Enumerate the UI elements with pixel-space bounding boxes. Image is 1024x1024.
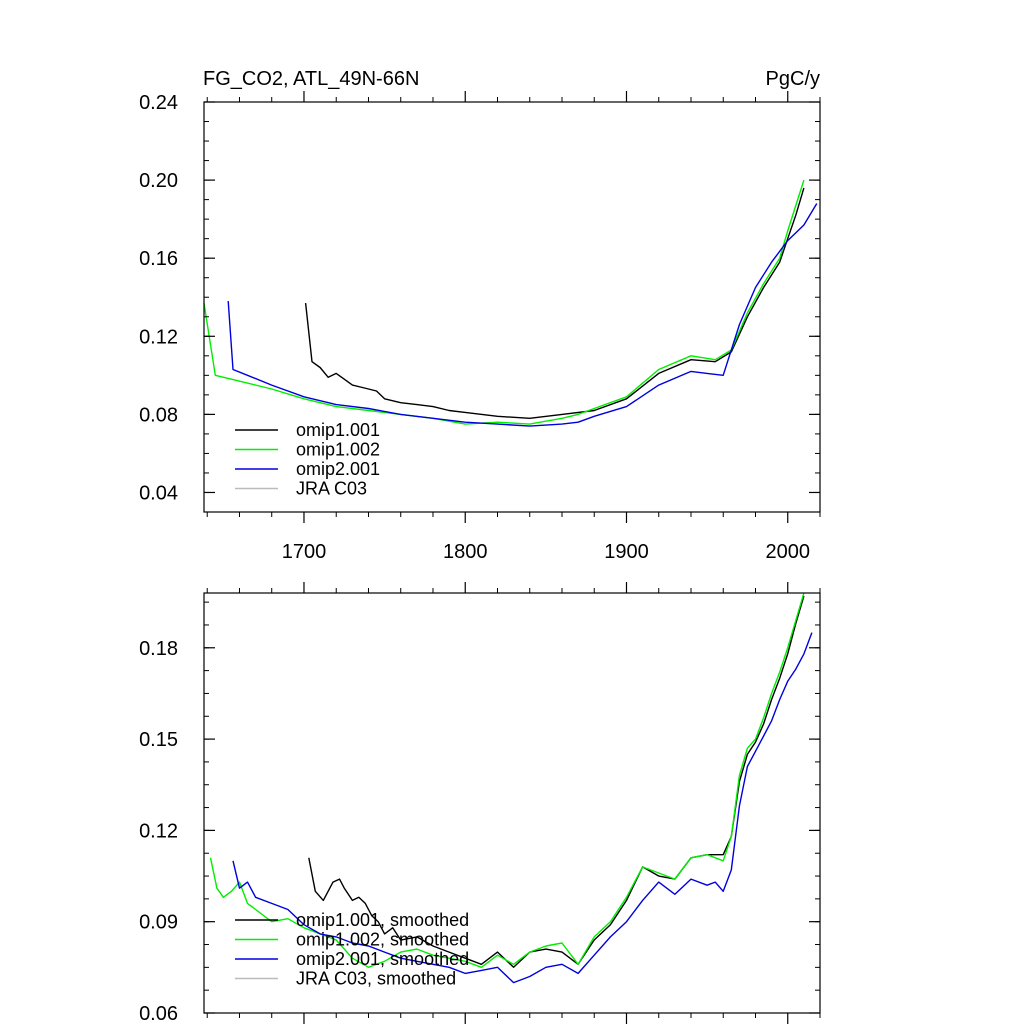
- bottom-x-axis: [206, 582, 821, 1024]
- top-legend-label: omip2.001: [296, 459, 380, 479]
- top-x-tick-label: 1900: [604, 541, 649, 563]
- bottom-series-omip1-001-smoothed: [308, 595, 805, 968]
- top-y-tick-label: 0.24: [139, 92, 178, 114]
- top-series-omip1-001: [304, 187, 805, 419]
- top-legend-label: omip1.002: [296, 440, 380, 460]
- top-y-tick-label: 0.20: [139, 170, 178, 192]
- top-series-omip1-002: [203, 179, 805, 425]
- top-legend-label: JRA C03: [296, 479, 367, 499]
- bottom-legend-label: omip1.001, smoothed: [296, 910, 469, 930]
- top-x-tick-label: 1700: [282, 541, 327, 563]
- top-x-axis: 1700 1800 1900 2000: [206, 91, 821, 563]
- top-y-tick-label: 0.04: [139, 482, 178, 504]
- top-y-tick-label: 0.12: [139, 326, 178, 348]
- bottom-plot-frame: [203, 592, 821, 1014]
- bottom-y-tick-label: 0.15: [139, 729, 178, 751]
- bottom-panel: 0.06 0.09 0.12 0.15 0.18 omip1.001, smoothed…: [139, 582, 821, 1024]
- bottom-legend-label: omip1.002, smoothed: [296, 930, 469, 950]
- bottom-y-tick-label: 0.18: [139, 638, 178, 660]
- top-panel: 0.04 0.08 0.12 0.16 0.20 0.24 1700 1800 1900 200…: [139, 91, 821, 563]
- title-right: PgC/y: [766, 68, 820, 90]
- bottom-plot-lines: [209, 592, 813, 984]
- bottom-y-tick-label: 0.09: [139, 912, 178, 934]
- bottom-y-tick-label: 0.12: [139, 820, 178, 842]
- top-x-tick-label: 1800: [443, 541, 488, 563]
- bottom-y-axis: 0.06 0.09 0.12 0.15 0.18: [139, 601, 820, 1024]
- top-y-tick-label: 0.16: [139, 248, 178, 270]
- top-plot-lines: [203, 179, 818, 427]
- top-x-tick-label: 2000: [765, 541, 810, 563]
- top-y-tick-label: 0.08: [139, 404, 178, 426]
- top-legend-label: omip1.001: [296, 420, 380, 440]
- top-y-axis: 0.04 0.08 0.12 0.16 0.20 0.24: [139, 92, 820, 513]
- top-series-omip2-001: [227, 203, 818, 427]
- bottom-y-tick-label: 0.06: [139, 1003, 178, 1024]
- bottom-series-omip2-001-smoothed: [232, 632, 813, 984]
- bottom-legend-label: omip2.001, smoothed: [296, 949, 469, 969]
- bottom-series-omip1-002-smoothed: [209, 592, 805, 968]
- top-plot-frame: [203, 101, 821, 513]
- bottom-legend-label: JRA C03, smoothed: [296, 969, 456, 989]
- title-left: FG_CO2, ATL_49N-66N: [203, 68, 419, 90]
